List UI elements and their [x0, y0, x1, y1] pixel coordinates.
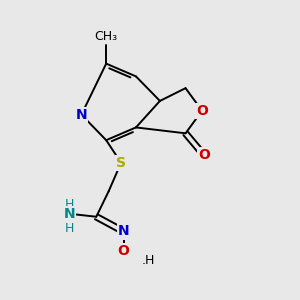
- Text: O: O: [118, 244, 130, 258]
- Text: N: N: [76, 108, 87, 122]
- Text: H: H: [65, 198, 74, 211]
- Text: CH₃: CH₃: [94, 30, 118, 44]
- Text: N: N: [64, 207, 76, 221]
- Text: N: N: [118, 224, 129, 239]
- Text: O: O: [198, 148, 210, 162]
- Text: H: H: [65, 221, 74, 235]
- Text: S: S: [116, 156, 126, 170]
- Text: O: O: [196, 104, 208, 118]
- Text: .H: .H: [142, 254, 155, 267]
